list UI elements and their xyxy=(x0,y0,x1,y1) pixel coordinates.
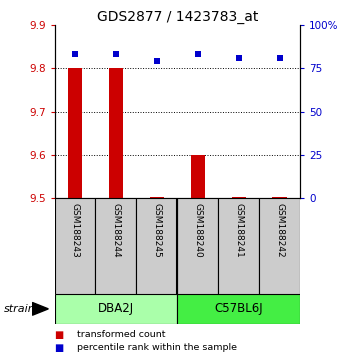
Text: ■: ■ xyxy=(55,330,64,340)
Bar xyxy=(136,198,177,294)
Bar xyxy=(55,294,177,324)
Text: GSM188240: GSM188240 xyxy=(193,203,202,258)
Bar xyxy=(109,68,123,198)
Text: GSM188245: GSM188245 xyxy=(152,203,161,258)
Point xyxy=(277,55,282,61)
Text: GSM188242: GSM188242 xyxy=(275,203,284,258)
Point xyxy=(195,51,201,57)
Polygon shape xyxy=(32,302,48,315)
Title: GDS2877 / 1423783_at: GDS2877 / 1423783_at xyxy=(97,10,258,24)
Text: GSM188244: GSM188244 xyxy=(112,203,120,258)
Text: percentile rank within the sample: percentile rank within the sample xyxy=(77,343,237,352)
Bar xyxy=(218,198,259,294)
Bar xyxy=(55,198,95,294)
Text: DBA2J: DBA2J xyxy=(98,302,134,315)
Point xyxy=(236,55,241,61)
Bar xyxy=(191,155,205,198)
Bar xyxy=(177,198,218,294)
Text: C57BL6J: C57BL6J xyxy=(214,302,263,315)
Bar xyxy=(259,198,300,294)
Text: GSM188241: GSM188241 xyxy=(234,203,243,258)
Text: strain: strain xyxy=(3,304,35,314)
Point xyxy=(113,51,119,57)
Bar xyxy=(177,294,300,324)
Bar xyxy=(68,68,82,198)
Bar xyxy=(95,198,136,294)
Text: transformed count: transformed count xyxy=(77,330,165,339)
Text: ■: ■ xyxy=(55,343,64,353)
Text: GSM188243: GSM188243 xyxy=(71,203,79,258)
Point xyxy=(154,58,160,64)
Point xyxy=(72,51,78,57)
